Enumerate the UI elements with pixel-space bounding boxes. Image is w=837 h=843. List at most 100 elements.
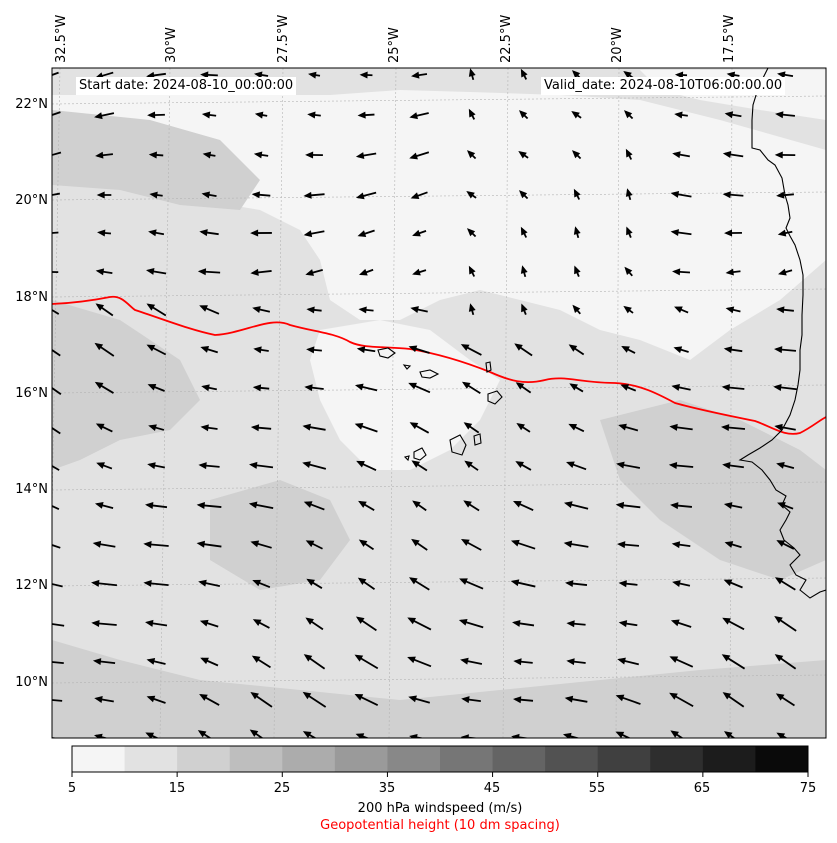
wind-vector-head [623,110,633,119]
wind-vector-head [569,383,578,391]
colorbar-tick-25: 25 [273,781,291,796]
wind-vector-head [774,346,783,354]
wind-vector-head [670,229,679,237]
wind-vector-head [626,226,633,236]
wind-vector-head [146,695,156,703]
graticule [52,68,826,738]
wind-vector-head [571,150,581,159]
wind-vector-head [249,461,258,469]
wind-vector-head [461,696,470,704]
wind-vector-head [562,732,572,738]
light-wind-region-center [310,320,500,470]
colorbar-tick-45: 45 [483,781,501,796]
wind-vector-head [94,342,104,351]
colorbar-tick-35: 35 [378,781,396,796]
wind-vector-shaft [52,348,61,357]
wind-vector-head [615,731,625,738]
wind-vector-head [97,229,106,237]
wind-vector-head [409,734,418,738]
wind-vector-head [149,191,158,199]
wind-vector-head [95,423,105,431]
wind-vector-head [412,229,421,237]
wind-vector-head [95,268,105,276]
wind-vector-head [776,306,785,314]
moderate-wind-region-south [52,640,826,738]
wind-vector-head [774,151,783,159]
wind-vector-head [91,620,100,627]
wind-vector-head [573,188,581,198]
wind-vector-head [356,460,365,468]
wind-vector-head [777,502,786,509]
wind-vector-head [95,303,105,311]
wind-vector-shaft [52,699,63,702]
wind-vector-head [464,460,473,469]
wind-vector-head [571,110,580,119]
wind-vector-head [572,304,581,314]
wind-vector-shaft [52,583,63,588]
wind-vector-head [615,694,625,702]
wind-vector-head [515,382,525,390]
wind-vector-head [466,150,476,159]
wind-vector-head [721,424,730,432]
wind-vector-head [201,191,211,199]
wind-vector-head [512,696,522,704]
lat-label-16n: 16°N [15,386,48,401]
wind-vector-head [512,619,521,627]
wind-vector-head [669,692,678,700]
wind-vector-head [466,228,476,237]
wind-vector-head [672,580,681,587]
wind-vector-head [355,192,365,200]
wind-vector-head [354,693,364,701]
wind-vector-head [725,268,734,276]
wind-vector-head [252,384,262,392]
wind-vector-head [513,658,522,666]
wind-vector-head [624,266,633,276]
wind-vector-head [302,731,312,738]
wind-vector-head [620,384,630,391]
wind-vector-head [302,423,311,431]
wind-vector-head [411,71,420,79]
wind-vector-head [146,657,156,665]
wind-vector-head [358,268,368,276]
wind-vectors [52,68,797,738]
wind-vector-head [307,111,316,119]
wind-vector-head [411,460,421,468]
wind-vector-head [148,424,157,432]
wind-vector-head [148,151,157,159]
lat-label-18n: 18°N [15,290,48,305]
wind-vector-head [96,462,105,469]
wind-vector-shaft [52,544,61,549]
wind-vector-head [564,695,574,703]
wind-vector-head [357,230,367,237]
wind-vector-head [196,540,206,548]
wind-vector-head [568,344,578,352]
wind-vector-head [623,70,632,79]
wind-vector-head [671,384,680,391]
wind-vector-head [669,423,678,431]
wind-vector-head [623,305,632,314]
colorbar-cell [334,746,388,772]
wind-vector-head [412,500,421,508]
moderate-wind-region-upper [52,110,260,210]
wind-vector-head [461,381,471,389]
moderate-wind-region-west [52,300,200,470]
moderate-wind-region-mid [210,480,350,590]
wind-vector-head [145,732,155,738]
wind-vector-head [459,578,468,585]
wind-vector-head [145,502,154,510]
wind-vector-head [252,579,262,587]
wind-vector-head [565,580,574,588]
colorbar-cell [72,746,126,772]
wind-vector-head [409,422,419,430]
wind-vector-head [303,501,313,508]
wind-vector-head [671,541,681,549]
wind-vector-head [358,539,368,547]
wind-vector-head [251,191,260,199]
lat-label-20n: 20°N [15,193,48,208]
colorbar-frame [71,745,809,773]
wind-vector-head [95,151,104,159]
wind-vector-head [563,540,573,548]
wind-vector-shaft [52,505,60,510]
wind-vector-head [723,731,733,738]
